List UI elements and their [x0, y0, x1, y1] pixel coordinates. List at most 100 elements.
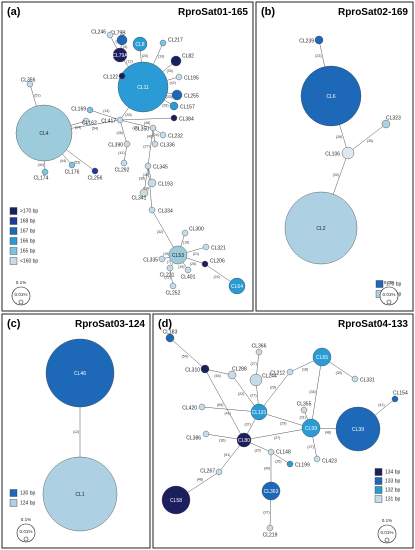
edge-label: (14): [103, 109, 109, 113]
edge-cl310-cl288: [204, 368, 233, 376]
scale-circle-large: [379, 286, 399, 306]
node-label-cl106: CL106: [325, 152, 340, 158]
node-cl401: [184, 266, 192, 274]
edge-label: (19): [178, 265, 184, 269]
node-cl246: [106, 31, 114, 39]
node-label-cl356: CL356: [21, 78, 36, 84]
edge-label: (51): [34, 93, 40, 97]
node-label-cl154: CL154: [393, 391, 408, 397]
panel-a-legend: >170 bp 168 bp 167 bp 166 bp 165 bp <160 bp: [9, 207, 38, 265]
edge-label: (29): [270, 386, 276, 390]
edge-label: (28): [116, 131, 122, 135]
legend-swatch: [375, 280, 384, 288]
node-label-cl341: CL341: [132, 196, 147, 202]
node-label-cl131: CL131: [252, 410, 267, 416]
edge-label: (44): [60, 159, 66, 163]
node-cl334: [148, 206, 156, 214]
node-label-cl122: CL122: [103, 75, 118, 81]
edge-cl417-cl384: [119, 117, 175, 121]
panel-a-frame: [1, 1, 254, 312]
legend-swatch: [9, 217, 18, 225]
node-label-cl195: CL195: [184, 76, 199, 82]
node-label-cl79a: CL79A: [112, 53, 128, 59]
panel-a-nodes: CL4 CL11 CL79A CL79B CL8 CL82 CL53 CL64 CL246 CL2…: [15, 30, 246, 297]
edge-label: (48): [197, 478, 203, 482]
node-label-cl384: CL384: [179, 117, 194, 123]
node-label-cl310: CL310: [185, 368, 200, 374]
scale-percent-label: 0.1%: [384, 280, 394, 285]
panel-c-letter: (c): [7, 318, 21, 330]
edge-label: (27): [250, 393, 256, 397]
node-cl267: [215, 468, 223, 476]
node-label-cl1: CL1: [75, 492, 84, 498]
node-cl131: [250, 403, 268, 421]
node-cl417: [116, 116, 124, 124]
node-cl232: [159, 131, 167, 139]
edge-cl420-cl131: [201, 406, 260, 413]
node-cl356: [26, 80, 34, 88]
node-label-cl53: CL53: [172, 253, 184, 259]
node-label-cl199: CL199: [295, 463, 310, 469]
edge-label: (22): [164, 276, 170, 280]
edge-label: (12): [126, 59, 132, 63]
edge-label: (7): [167, 260, 171, 264]
edge-label: (40): [38, 163, 44, 167]
legend-swatch: [9, 257, 18, 265]
panel-d-title: RproSat04-133: [338, 319, 408, 330]
scale-circle-large: [377, 524, 397, 544]
node-cl80: [236, 432, 252, 448]
node-cl321: [202, 243, 210, 251]
panel-c-title: RproSat03-124: [75, 319, 145, 330]
edge-label: (20): [142, 54, 148, 58]
node-cl335: [158, 255, 166, 263]
edge-label: (24): [152, 133, 158, 137]
edge-cl345-cl334: [147, 165, 153, 211]
panel-b-letter: (b): [261, 6, 275, 18]
node-cl350: [149, 124, 157, 132]
node-cl82: [170, 55, 182, 67]
node-cl363: [261, 481, 281, 501]
edge-label: (23): [315, 54, 321, 58]
edge-cl345-cl341: [143, 165, 149, 194]
edge-label: (20): [254, 448, 260, 452]
panel-b-title: RproSat02-169: [338, 7, 408, 18]
edge-label: (36): [139, 176, 145, 180]
edge-cl350-cl345: [147, 127, 154, 167]
node-label-cl46: CL46: [74, 371, 86, 377]
legend-label: 168 bp: [20, 218, 36, 224]
edge-cl183-cl310: [169, 337, 206, 370]
legend-label: 134 bp: [385, 469, 401, 475]
scale-percent-label: 0.1%: [21, 517, 31, 522]
legend-swatch: [9, 489, 18, 497]
node-label-cl2: CL2: [316, 226, 325, 232]
edge-cl390-cl292: [123, 143, 128, 164]
node-cl420: [198, 403, 206, 411]
legend-swatch: [374, 495, 383, 503]
node-label-cl323: CL323: [386, 116, 401, 122]
legend-swatch: [9, 207, 18, 215]
legend-label: 170 bp: [386, 281, 402, 287]
edge-label: (38): [132, 126, 138, 130]
edge-label: (36): [219, 439, 225, 443]
node-label-cl334: CL334: [158, 209, 173, 215]
node-cl206: [201, 260, 209, 268]
panel-a-letter: (a): [7, 6, 21, 18]
edge-label: (40): [147, 134, 153, 138]
edge-label: (37): [263, 510, 269, 514]
legend-label: <160 bp: [20, 258, 38, 264]
edge-label: (48): [144, 121, 150, 125]
node-cl292: [120, 159, 128, 167]
node-cl65: [312, 347, 332, 367]
node-cl99: [301, 418, 321, 438]
scale-circle-small: [386, 299, 392, 305]
edge-label: (16): [143, 186, 149, 190]
node-cl162: [82, 117, 90, 125]
node-cl58: [161, 485, 191, 515]
node-label-cl65: CL65: [316, 355, 328, 361]
legend-swatch: [374, 477, 383, 485]
edge-cl80-cl99: [243, 427, 312, 441]
scale-percent-label: 0.1%: [16, 280, 26, 285]
node-label-cl212: CL212: [270, 371, 285, 377]
edge-label: (26): [275, 459, 281, 463]
